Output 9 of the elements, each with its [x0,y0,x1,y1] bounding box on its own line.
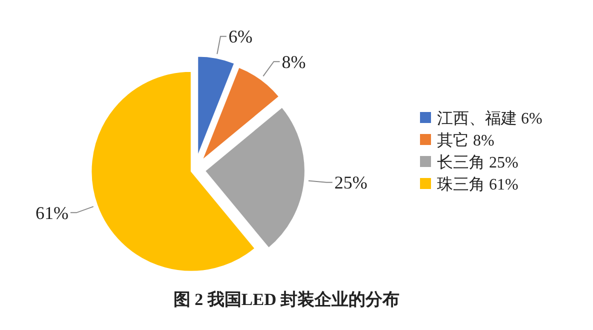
legend-label: 长三角 25% [437,154,518,172]
legend-label: 江西、福建 6% [437,110,542,128]
legend-label: 珠三角 61% [437,176,518,194]
data-label: 25% [334,172,368,193]
data-label: 8% [282,52,306,72]
legend-label: 其它 8% [437,132,494,150]
data-label: 6% [228,26,252,47]
data-label: 61% [35,202,68,223]
text: 图 2 我国LED 封装企业的分布 [173,290,400,309]
